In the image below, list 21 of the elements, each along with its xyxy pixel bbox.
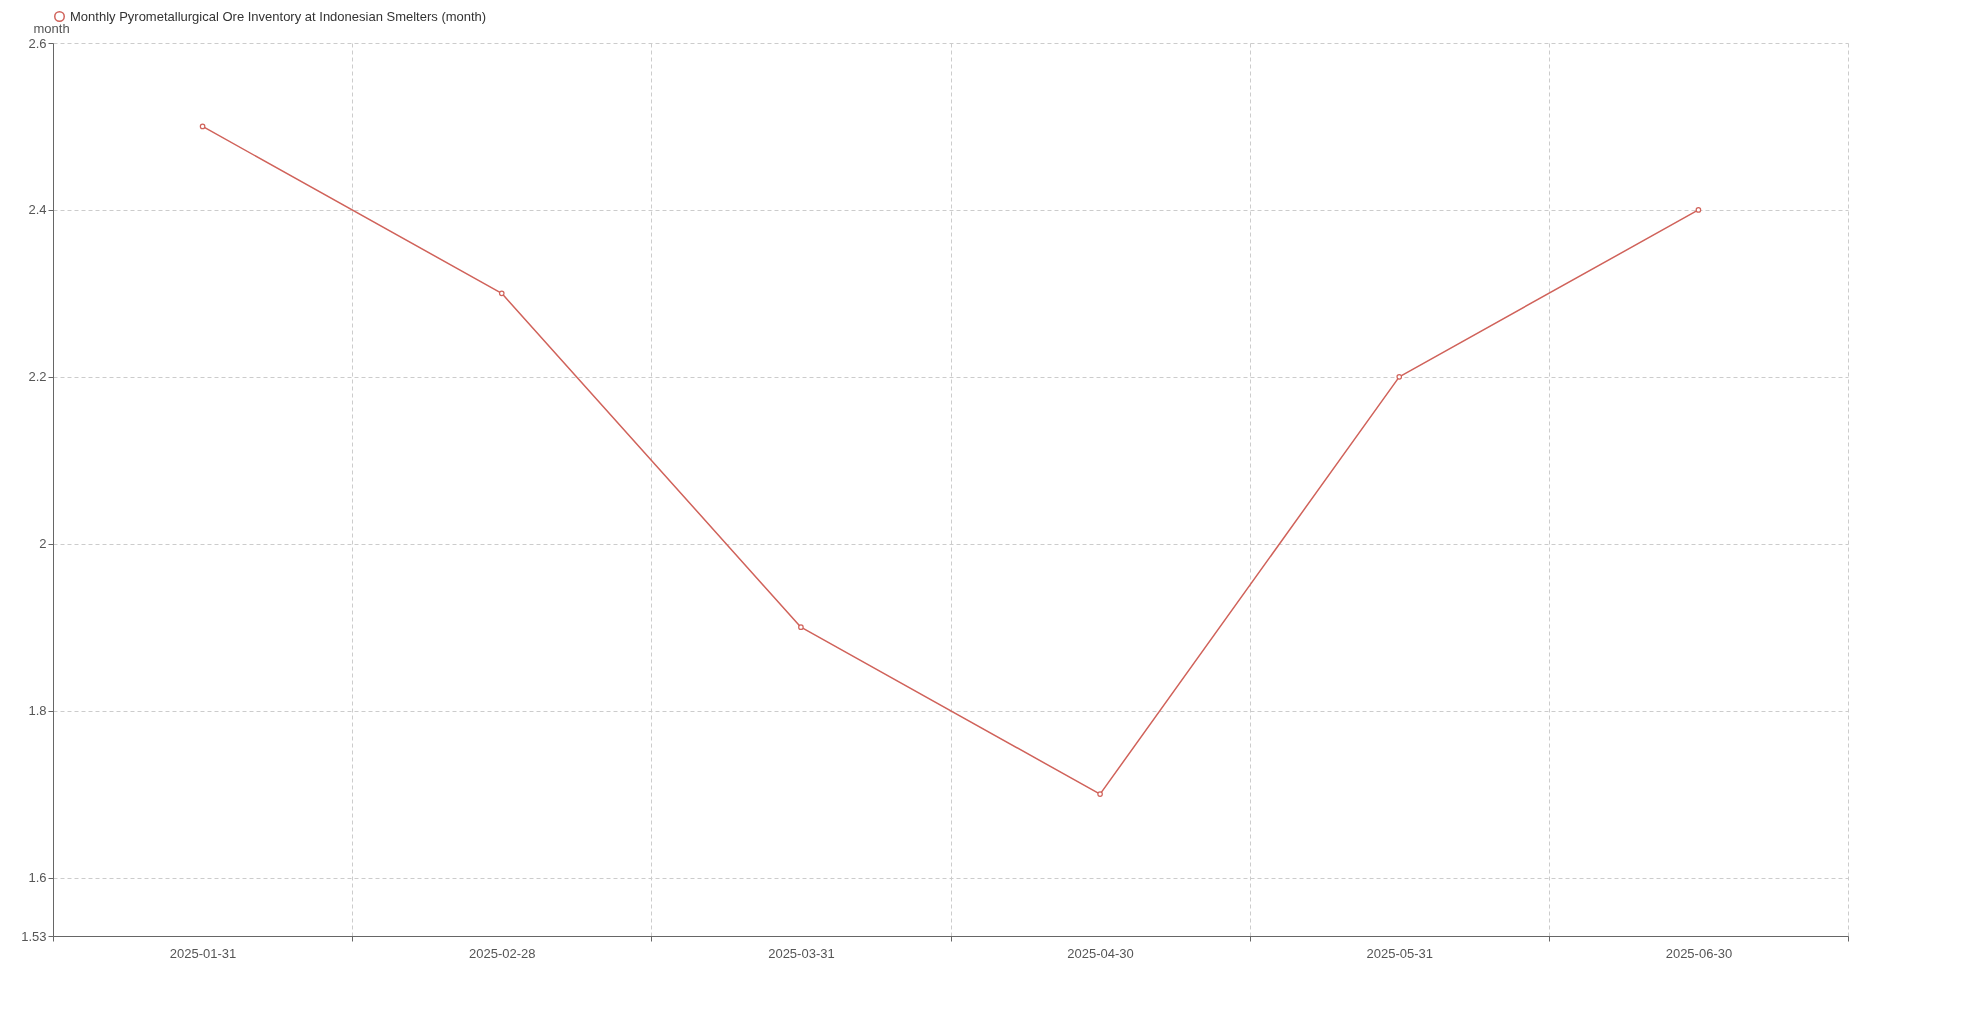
point <box>1396 374 1403 380</box>
y-tick-label: 1.6 <box>28 870 47 886</box>
point <box>798 624 804 631</box>
x-tick-label: 2025-05-31 <box>1366 945 1433 961</box>
point <box>1695 207 1702 213</box>
x-tick-label: 2025-03-31 <box>768 945 835 961</box>
y-tick-label: 2 <box>39 536 47 552</box>
y-axis-title: month <box>33 20 70 36</box>
point <box>199 123 206 130</box>
x-tick-label: 2025-04-30 <box>1067 945 1134 961</box>
y-tick-label: 2.2 <box>28 369 47 385</box>
x-tick-label: 2025-01-31 <box>169 945 237 961</box>
x-tick-label: 2025-02-28 <box>469 945 536 961</box>
point <box>498 290 505 297</box>
y-tick-label: 2.6 <box>28 35 47 51</box>
y-tick-label: 1.53 <box>21 928 47 944</box>
point <box>1097 791 1103 797</box>
y-tick-label: 1.8 <box>28 703 47 719</box>
y-tick-label: 2.4 <box>28 202 47 218</box>
x-tick-label: 2025-06-30 <box>1665 945 1733 961</box>
legend-label: Monthly Pyrometallurgical Ore Inventory at Indonesian Smelters (month) <box>70 8 487 24</box>
